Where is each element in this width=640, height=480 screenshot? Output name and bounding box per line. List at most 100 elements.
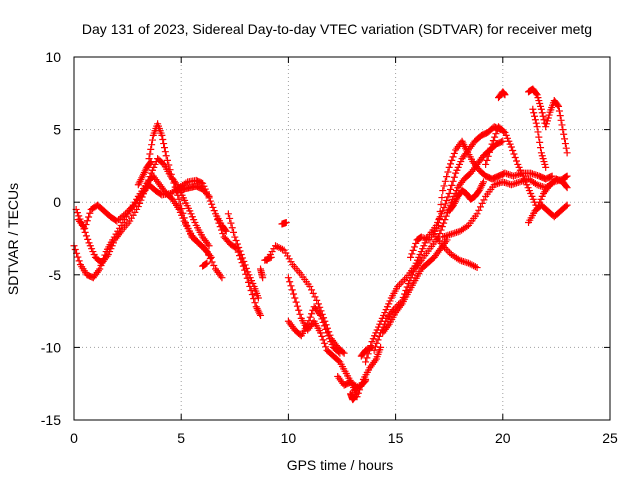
data-point — [463, 223, 471, 231]
data-point — [86, 209, 94, 217]
data-point — [559, 126, 567, 134]
data-point — [204, 191, 212, 199]
data-point — [165, 161, 173, 169]
data-point — [437, 226, 445, 234]
data-point — [492, 130, 500, 138]
data-point — [176, 200, 184, 208]
data-point — [159, 135, 167, 143]
data-point — [81, 224, 89, 232]
data-point — [175, 195, 183, 203]
series-trace-5 — [214, 216, 265, 319]
data-point — [82, 221, 90, 229]
x-tick-label: 5 — [177, 430, 185, 446]
data-point — [236, 247, 244, 255]
data-point — [306, 282, 314, 290]
data-point — [148, 136, 156, 144]
data-point — [208, 258, 216, 266]
data-point — [530, 109, 538, 117]
data-point — [480, 178, 488, 186]
data-point — [313, 296, 321, 304]
data-point — [163, 156, 171, 164]
data-point — [435, 214, 443, 222]
data-point — [305, 317, 313, 325]
data-point — [208, 200, 216, 208]
series-trace-23 — [261, 253, 275, 264]
data-point — [538, 109, 546, 117]
data-point — [443, 236, 451, 244]
data-point — [180, 214, 188, 222]
data-point — [558, 121, 566, 129]
data-point — [210, 207, 218, 215]
data-point — [318, 315, 326, 323]
data-point — [510, 150, 518, 158]
data-point — [231, 233, 239, 241]
data-point — [368, 343, 376, 351]
series-trace-20 — [525, 201, 571, 227]
data-point — [555, 107, 563, 115]
data-point — [532, 119, 540, 127]
series-trace-22 — [134, 158, 155, 189]
data-point — [539, 112, 547, 120]
series-trace-19 — [529, 105, 550, 171]
series-trace-9 — [284, 303, 344, 357]
data-point — [146, 173, 154, 181]
data-point — [214, 216, 222, 224]
series-trace-17 — [495, 88, 509, 102]
data-point — [408, 250, 416, 258]
data-point — [477, 203, 485, 211]
data-point — [401, 275, 409, 283]
data-point — [278, 220, 286, 228]
data-point — [438, 194, 446, 202]
data-point — [536, 138, 544, 146]
data-point — [443, 196, 451, 204]
data-point — [560, 130, 568, 138]
data-point — [146, 159, 154, 167]
data-point — [534, 128, 542, 136]
data-point — [361, 378, 369, 386]
data-point — [166, 166, 174, 174]
data-point — [224, 210, 232, 218]
data-point — [291, 294, 299, 302]
data-point — [311, 293, 319, 301]
data-point — [537, 144, 545, 152]
data-point — [251, 299, 259, 307]
data-point — [441, 216, 449, 224]
series-trace-29 — [445, 178, 488, 215]
data-point — [562, 144, 570, 152]
data-point — [412, 239, 420, 247]
data-point — [535, 133, 543, 141]
data-point — [248, 291, 256, 299]
series-trace-8 — [284, 274, 385, 401]
y-tick-label: -10 — [41, 339, 61, 355]
data-point — [322, 343, 330, 351]
data-point — [85, 213, 93, 221]
data-point — [444, 193, 452, 201]
data-point — [480, 196, 488, 204]
data-point — [511, 153, 519, 161]
data-point — [74, 253, 82, 261]
series-trace-3 — [74, 176, 230, 235]
data-point — [261, 256, 269, 264]
data-point — [235, 244, 243, 252]
data-point — [442, 212, 450, 220]
data-point — [171, 183, 179, 191]
data-point — [446, 185, 454, 193]
data-point — [482, 160, 490, 168]
data-point — [169, 175, 177, 183]
data-point — [542, 163, 550, 171]
data-point — [491, 133, 499, 141]
data-point — [475, 206, 483, 214]
data-point — [233, 240, 241, 248]
data-point — [322, 325, 330, 333]
data-point — [555, 102, 563, 110]
y-tick-label: 0 — [53, 194, 61, 210]
tick-labels: 0 5 10 15 20 25 -15 -10 -5 0 5 10 — [41, 49, 618, 446]
data-point — [443, 173, 451, 181]
data-point — [537, 105, 545, 113]
data-point — [483, 156, 491, 164]
data-point — [500, 127, 508, 135]
data-point — [147, 145, 155, 153]
data-point — [478, 199, 486, 207]
data-point — [375, 332, 383, 340]
data-point — [209, 203, 217, 211]
